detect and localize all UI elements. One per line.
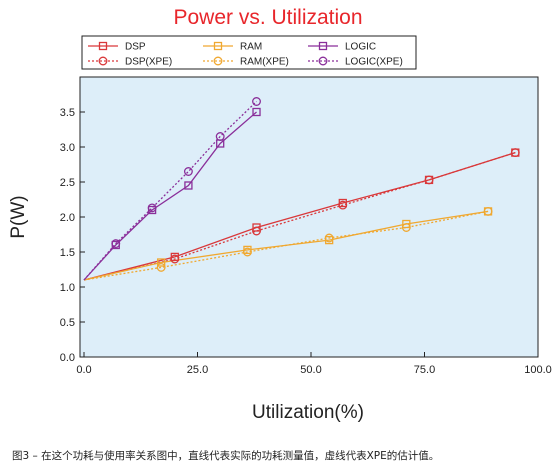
data-point-logic-xpe: [183, 167, 193, 176]
y-tick-label: 3.0: [60, 142, 75, 154]
data-point-logic-xpe: [147, 203, 157, 213]
legend-marker-ram-xpe: [213, 56, 223, 66]
data-point-ram-xpe: [483, 206, 493, 216]
legend-marker-logic: [318, 41, 328, 51]
axis-ticks: 0.0 0.5 1.0 1.5 2.0 2.5 3.0 3.5 0.0 25.0 50.0 75.0 1…: [60, 107, 552, 376]
data-point-ram-xpe: [156, 262, 166, 272]
series-line-ram: [83, 210, 489, 281]
x-tick-label: 50.0: [300, 364, 321, 376]
y-tick-label: 0.0: [60, 352, 75, 364]
data-point-ram: [402, 219, 411, 229]
legend-label-logic: LOGIC: [345, 42, 376, 53]
data-point-ram-xpe: [401, 223, 411, 232]
x-tick-label: 100.0: [524, 364, 552, 376]
legend: DSP DSP(XPE) RAM RAM(XPE) LOGIC LOGIC(XPE): [88, 42, 403, 68]
legend-marker-dsp-xpe: [98, 56, 108, 66]
data-point-logic-xpe: [252, 97, 261, 106]
y-tick-label: 0.5: [60, 317, 75, 329]
legend-box: [81, 35, 417, 70]
legend-marker-logic-xpe: [318, 56, 328, 66]
x-tick-label: 75.0: [414, 364, 435, 376]
legend-label-ram-xpe: RAM(XPE): [240, 57, 289, 68]
legend-marker-ram: [213, 41, 223, 51]
data-point-dsp-xpe: [170, 254, 180, 264]
data-point-ram-xpe: [242, 247, 252, 257]
data-point-dsp-xpe: [424, 175, 434, 185]
power-utilization-chart: Power vs. Utilization DSP DSP(XPE) RAM RAM(…: [8, 6, 552, 423]
figure-caption: 图3 – 在这个功耗与使用率关系图中，直线代表实际的功耗测量值，虚线代表XPE的…: [12, 450, 440, 462]
data-point-logic: [184, 181, 193, 190]
series-lines: [83, 101, 516, 281]
x-axis-label: Utilization(%): [252, 402, 364, 423]
series-line-dsp: [83, 151, 516, 281]
series-markers: [111, 97, 520, 272]
x-tick-label: 0.0: [76, 364, 91, 376]
data-point-logic-xpe: [111, 239, 121, 249]
legend-label-dsp: DSP: [125, 42, 146, 53]
y-tick-label: 1.5: [60, 247, 75, 259]
data-point-dsp-xpe: [252, 226, 261, 236]
y-tick-label: 1.0: [60, 282, 75, 294]
chart-title: Power vs. Utilization: [173, 6, 362, 29]
series-line-ram-xpe: [83, 210, 489, 281]
y-tick-label: 2.5: [60, 177, 75, 189]
data-point-dsp-xpe: [510, 148, 520, 158]
series-line-logic-xpe: [83, 101, 257, 281]
y-tick-label: 3.5: [60, 107, 75, 119]
x-tick-label: 25.0: [187, 364, 208, 376]
plot-area: [79, 76, 539, 358]
data-point-ram-xpe: [324, 233, 334, 243]
data-point-dsp: [252, 223, 261, 232]
legend-label-logic-xpe: LOGIC(XPE): [345, 57, 403, 68]
data-point-ram: [157, 258, 166, 267]
series-line-logic: [83, 111, 257, 281]
y-tick-label: 2.0: [60, 212, 75, 224]
legend-label-dsp-xpe: DSP(XPE): [125, 57, 172, 68]
data-point-logic-xpe: [215, 132, 225, 141]
data-point-dsp-xpe: [338, 200, 348, 210]
legend-marker-dsp: [98, 41, 108, 51]
y-axis-label: P(W): [8, 195, 29, 238]
data-point-logic: [252, 107, 261, 117]
legend-label-ram: RAM: [240, 42, 262, 53]
